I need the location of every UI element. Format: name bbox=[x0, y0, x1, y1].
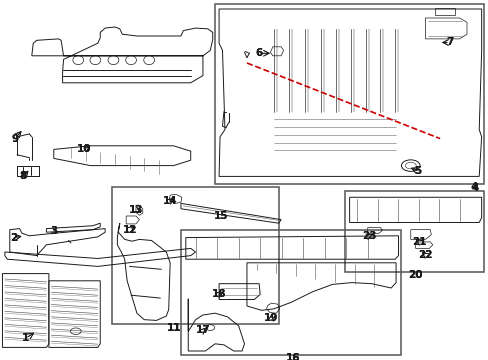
Text: 13: 13 bbox=[128, 205, 143, 215]
Text: 18: 18 bbox=[211, 289, 226, 300]
Text: 10: 10 bbox=[77, 144, 91, 154]
Text: 11: 11 bbox=[166, 323, 181, 333]
Text: 19: 19 bbox=[264, 312, 278, 323]
Text: 19: 19 bbox=[264, 312, 278, 323]
Text: 2: 2 bbox=[10, 233, 17, 243]
Text: 4: 4 bbox=[470, 183, 478, 193]
Bar bbox=[215, 4, 483, 184]
Text: 17: 17 bbox=[195, 325, 210, 336]
Bar bbox=[181, 230, 400, 355]
Text: 22: 22 bbox=[417, 250, 432, 260]
Text: 16: 16 bbox=[285, 353, 300, 360]
Text: 4: 4 bbox=[469, 182, 477, 192]
Text: 20: 20 bbox=[407, 270, 422, 280]
Text: 12: 12 bbox=[122, 225, 137, 235]
Text: 3: 3 bbox=[50, 226, 57, 237]
Text: 8: 8 bbox=[20, 171, 27, 181]
Bar bbox=[112, 187, 278, 324]
Text: 5: 5 bbox=[414, 166, 421, 176]
Text: 8: 8 bbox=[20, 171, 27, 181]
Text: 1: 1 bbox=[22, 333, 29, 343]
Text: 6: 6 bbox=[255, 48, 262, 58]
Text: 16: 16 bbox=[285, 353, 300, 360]
Text: 21: 21 bbox=[411, 237, 426, 247]
Text: 9: 9 bbox=[11, 134, 18, 144]
Text: 12: 12 bbox=[122, 225, 137, 235]
Text: 11: 11 bbox=[166, 323, 181, 333]
Text: 2: 2 bbox=[10, 233, 17, 243]
Text: 11: 11 bbox=[166, 323, 181, 333]
Text: 22: 22 bbox=[417, 250, 432, 260]
Text: 23: 23 bbox=[361, 231, 376, 241]
Bar bbox=[344, 191, 483, 272]
Text: 14: 14 bbox=[163, 196, 177, 206]
Text: 6: 6 bbox=[255, 48, 262, 58]
Text: 13: 13 bbox=[128, 205, 143, 215]
Text: 4: 4 bbox=[470, 183, 478, 193]
Text: 10: 10 bbox=[77, 144, 91, 154]
Text: 14: 14 bbox=[163, 196, 177, 206]
Text: 16: 16 bbox=[285, 353, 300, 360]
Text: 15: 15 bbox=[213, 211, 228, 221]
Text: 23: 23 bbox=[361, 231, 376, 241]
Text: 15: 15 bbox=[213, 211, 228, 221]
Text: 17: 17 bbox=[195, 325, 210, 336]
Text: 20: 20 bbox=[407, 270, 422, 280]
Text: 9: 9 bbox=[11, 134, 18, 144]
Text: 21: 21 bbox=[411, 237, 426, 247]
Text: 20: 20 bbox=[407, 270, 422, 280]
Text: 3: 3 bbox=[50, 226, 57, 237]
Text: 18: 18 bbox=[211, 289, 226, 300]
Text: 7: 7 bbox=[445, 37, 453, 48]
Text: 7: 7 bbox=[445, 37, 453, 48]
Text: 5: 5 bbox=[414, 166, 421, 176]
Text: 1: 1 bbox=[22, 333, 29, 343]
